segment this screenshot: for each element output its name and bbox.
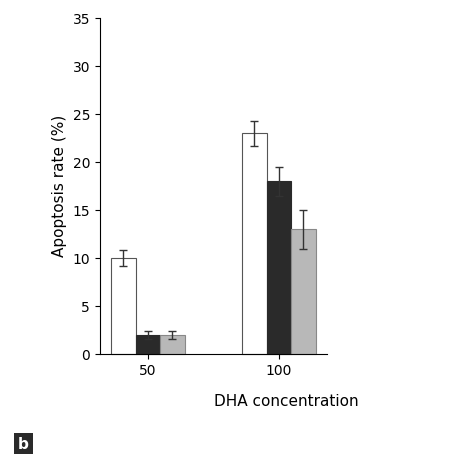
Bar: [136, 335, 160, 354]
Y-axis label: Apoptosis rate (%): Apoptosis rate (%): [52, 115, 67, 257]
Bar: [291, 229, 316, 354]
Bar: [266, 181, 291, 354]
Bar: [111, 258, 136, 354]
Bar: [160, 335, 185, 354]
Text: b: b: [18, 438, 29, 453]
X-axis label: DHA concentration: DHA concentration: [214, 395, 358, 410]
Bar: [242, 133, 266, 354]
